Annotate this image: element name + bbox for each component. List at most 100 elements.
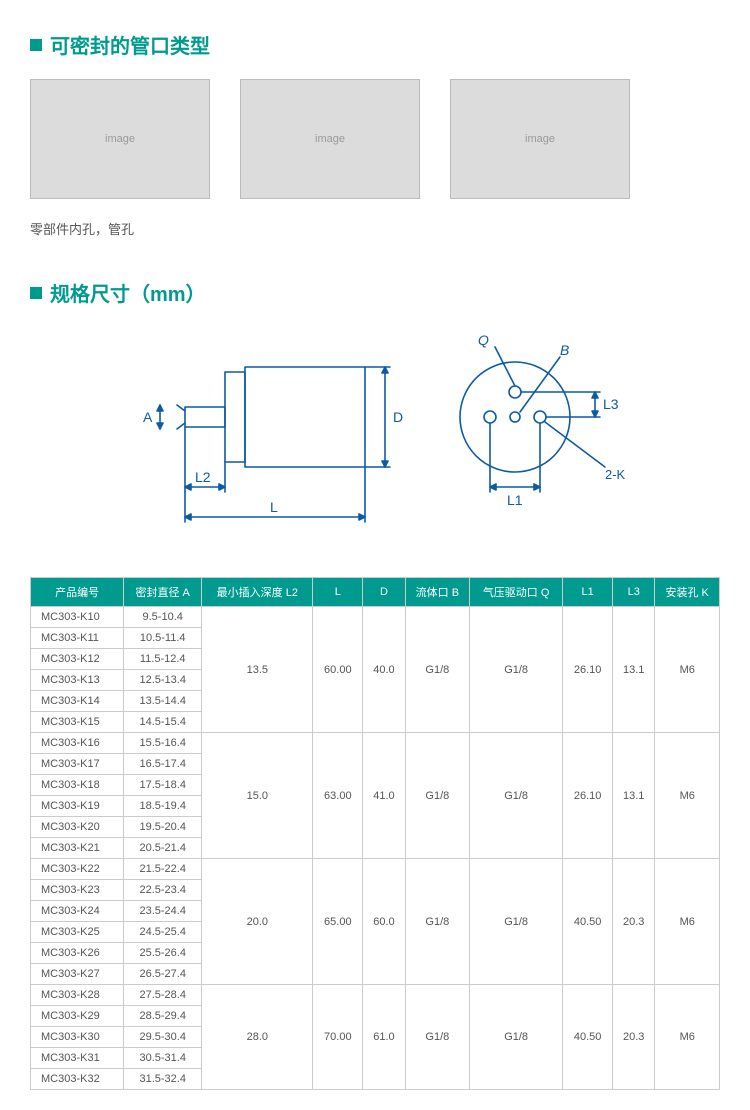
cell-seal-diameter: 14.5-15.4 xyxy=(124,712,202,733)
cell-seal-diameter: 19.5-20.4 xyxy=(124,817,202,838)
label-Q: Q xyxy=(478,332,489,348)
photo-steel-tubes: image xyxy=(30,79,210,199)
cell-shared: 60.00 xyxy=(313,607,363,733)
cell-seal-diameter: 20.5-21.4 xyxy=(124,838,202,859)
table-row: MC303-K109.5-10.413.560.0040.0G1/8G1/826… xyxy=(31,607,720,628)
table-header-cell: 气压驱动口 Q xyxy=(470,578,563,607)
cell-seal-diameter: 16.5-17.4 xyxy=(124,754,202,775)
photo-row: image image image xyxy=(30,79,720,199)
section-heading-types: 可密封的管口类型 xyxy=(30,30,720,59)
diagram-svg: A D L2 L xyxy=(105,327,645,547)
cell-product-code: MC303-K16 xyxy=(31,733,124,754)
cell-shared: 41.0 xyxy=(363,733,405,859)
cell-product-code: MC303-K21 xyxy=(31,838,124,859)
bullet-icon xyxy=(30,39,42,51)
cell-shared: 20.3 xyxy=(613,859,655,985)
bullet-icon xyxy=(30,287,42,299)
cell-product-code: MC303-K31 xyxy=(31,1048,124,1069)
cell-product-code: MC303-K27 xyxy=(31,964,124,985)
cell-seal-diameter: 10.5-11.4 xyxy=(124,628,202,649)
cell-shared: 13.1 xyxy=(613,607,655,733)
cell-product-code: MC303-K14 xyxy=(31,691,124,712)
cell-seal-diameter: 23.5-24.4 xyxy=(124,901,202,922)
cell-shared: G1/8 xyxy=(470,607,563,733)
label-D: D xyxy=(393,409,403,425)
cell-shared: G1/8 xyxy=(470,733,563,859)
label-B: B xyxy=(560,342,569,358)
cell-shared: 26.10 xyxy=(563,607,613,733)
cell-shared: M6 xyxy=(655,985,720,1090)
label-L2: L2 xyxy=(195,469,211,485)
table-header-cell: L xyxy=(313,578,363,607)
cell-shared: 70.00 xyxy=(313,985,363,1090)
cell-seal-diameter: 30.5-31.4 xyxy=(124,1048,202,1069)
cell-shared: 40.50 xyxy=(563,985,613,1090)
table-header-cell: 安装孔 K xyxy=(655,578,720,607)
cell-seal-diameter: 28.5-29.4 xyxy=(124,1006,202,1027)
cell-shared: 63.00 xyxy=(313,733,363,859)
table-row: MC303-K2221.5-22.420.065.0060.0G1/8G1/84… xyxy=(31,859,720,880)
cell-shared: 40.0 xyxy=(363,607,405,733)
label-A: A xyxy=(143,409,153,425)
cell-shared: 13.5 xyxy=(202,607,313,733)
cell-product-code: MC303-K15 xyxy=(31,712,124,733)
cell-product-code: MC303-K24 xyxy=(31,901,124,922)
cell-seal-diameter: 25.5-26.4 xyxy=(124,943,202,964)
cell-product-code: MC303-K29 xyxy=(31,1006,124,1027)
cell-shared: 60.0 xyxy=(363,859,405,985)
table-header-cell: 流体口 B xyxy=(405,578,470,607)
cell-shared: M6 xyxy=(655,607,720,733)
cell-seal-diameter: 9.5-10.4 xyxy=(124,607,202,628)
cell-product-code: MC303-K26 xyxy=(31,943,124,964)
photo-caption: 零部件内孔，管孔 xyxy=(30,219,720,238)
table-header-cell: 密封直径 A xyxy=(124,578,202,607)
cell-seal-diameter: 12.5-13.4 xyxy=(124,670,202,691)
table-header-cell: D xyxy=(363,578,405,607)
cell-product-code: MC303-K11 xyxy=(31,628,124,649)
cell-seal-diameter: 22.5-23.4 xyxy=(124,880,202,901)
cell-shared: 26.10 xyxy=(563,733,613,859)
cell-shared: 40.50 xyxy=(563,859,613,985)
cell-seal-diameter: 29.5-30.4 xyxy=(124,1027,202,1048)
cell-shared: M6 xyxy=(655,859,720,985)
cell-seal-diameter: 11.5-12.4 xyxy=(124,649,202,670)
table-header-cell: L3 xyxy=(613,578,655,607)
cell-product-code: MC303-K18 xyxy=(31,775,124,796)
table-header-cell: L1 xyxy=(563,578,613,607)
heading-text-specs: 规格尺寸（mm） xyxy=(50,278,206,307)
cell-shared: M6 xyxy=(655,733,720,859)
photo-copper-tubes: image xyxy=(240,79,420,199)
cell-seal-diameter: 18.5-19.4 xyxy=(124,796,202,817)
label-L3: L3 xyxy=(603,396,619,412)
label-L1: L1 xyxy=(507,492,523,508)
cell-shared: G1/8 xyxy=(470,985,563,1090)
cell-product-code: MC303-K20 xyxy=(31,817,124,838)
cell-shared: G1/8 xyxy=(405,733,470,859)
section-heading-specs: 规格尺寸（mm） xyxy=(30,278,720,307)
table-row: MC303-K1615.5-16.415.063.0041.0G1/8G1/82… xyxy=(31,733,720,754)
cell-product-code: MC303-K23 xyxy=(31,880,124,901)
cell-seal-diameter: 21.5-22.4 xyxy=(124,859,202,880)
cell-seal-diameter: 13.5-14.4 xyxy=(124,691,202,712)
cell-shared: 15.0 xyxy=(202,733,313,859)
specs-table: 产品编号密封直径 A最小插入深度 L2LD流体口 B气压驱动口 QL1L3安装孔… xyxy=(30,577,720,1090)
cell-shared: 20.0 xyxy=(202,859,313,985)
photo-chrome-tubes: image xyxy=(450,79,630,199)
cell-seal-diameter: 24.5-25.4 xyxy=(124,922,202,943)
cell-product-code: MC303-K30 xyxy=(31,1027,124,1048)
cell-seal-diameter: 26.5-27.4 xyxy=(124,964,202,985)
cell-product-code: MC303-K32 xyxy=(31,1069,124,1090)
cell-shared: 61.0 xyxy=(363,985,405,1090)
cell-shared: 13.1 xyxy=(613,733,655,859)
cell-product-code: MC303-K13 xyxy=(31,670,124,691)
table-header-cell: 产品编号 xyxy=(31,578,124,607)
cell-product-code: MC303-K22 xyxy=(31,859,124,880)
cell-product-code: MC303-K17 xyxy=(31,754,124,775)
table-row: MC303-K2827.5-28.428.070.0061.0G1/8G1/84… xyxy=(31,985,720,1006)
dimension-diagram: A D L2 L xyxy=(30,327,720,547)
cell-shared: G1/8 xyxy=(405,985,470,1090)
label-K: 2-K xyxy=(605,467,626,482)
cell-product-code: MC303-K10 xyxy=(31,607,124,628)
cell-product-code: MC303-K28 xyxy=(31,985,124,1006)
cell-shared: G1/8 xyxy=(470,859,563,985)
